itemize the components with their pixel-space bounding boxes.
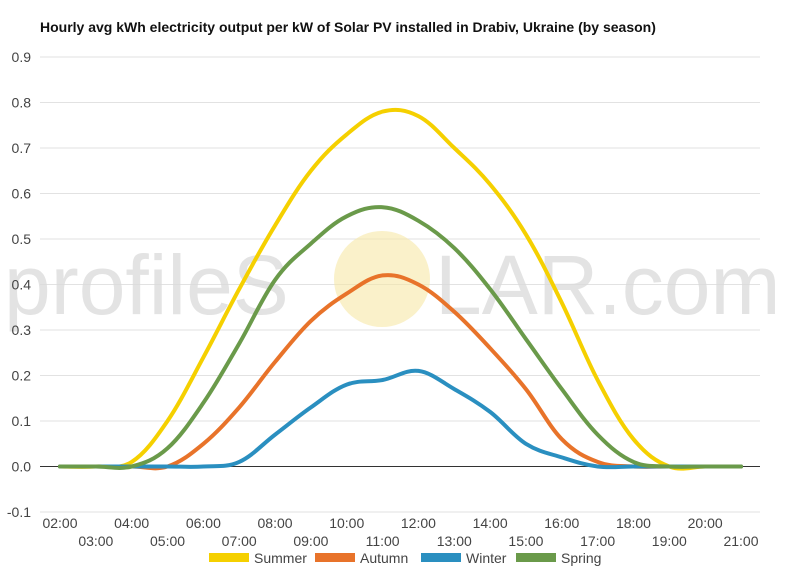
x-tick-label: 17:00 xyxy=(580,533,615,549)
series-line-winter xyxy=(58,368,743,470)
legend-label-autumn: Autumn xyxy=(360,550,408,566)
legend-swatch-autumn xyxy=(315,553,355,562)
x-tick-label: 18:00 xyxy=(616,515,651,531)
x-tick-label: 03:00 xyxy=(78,533,113,549)
x-tick-label: 20:00 xyxy=(688,515,723,531)
y-tick-label: 0.8 xyxy=(12,95,32,111)
legend-swatch-summer xyxy=(209,553,249,562)
x-tick-label: 09:00 xyxy=(293,533,328,549)
x-tick-label: 12:00 xyxy=(401,515,436,531)
y-tick-label: 0.9 xyxy=(12,49,32,65)
x-tick-label: 14:00 xyxy=(473,515,508,531)
legend-label-spring: Spring xyxy=(561,550,601,566)
x-tick-label: 10:00 xyxy=(329,515,364,531)
x-axis-ticks: 02:00 04:00 06:00 08:00 10:00 12:00 14:00 16:00… xyxy=(42,515,758,549)
x-tick-label: 06:00 xyxy=(186,515,221,531)
watermark-sun-icon xyxy=(334,231,430,327)
x-tick-label: 07:00 xyxy=(222,533,257,549)
x-tick-label: 19:00 xyxy=(652,533,687,549)
chart-title: Hourly avg kWh electricity output per kW… xyxy=(40,19,656,35)
series-line-summer xyxy=(58,107,743,471)
x-tick-label: 04:00 xyxy=(114,515,149,531)
y-tick-label: 0.3 xyxy=(12,322,32,338)
y-tick-label: -0.1 xyxy=(7,504,31,520)
x-tick-label: 21:00 xyxy=(723,533,758,549)
y-tick-label: 0.6 xyxy=(12,186,32,202)
x-tick-label: 11:00 xyxy=(366,533,400,549)
x-tick-label: 15:00 xyxy=(508,533,543,549)
watermark: profileS LAR.com xyxy=(4,231,780,332)
x-tick-label: 16:00 xyxy=(544,515,579,531)
series-layer xyxy=(58,107,743,471)
legend-swatch-winter xyxy=(421,553,461,562)
watermark-text-right: LAR.com xyxy=(435,238,780,332)
y-tick-label: 0.1 xyxy=(12,413,32,429)
legend: Summer Autumn Winter Spring xyxy=(209,550,601,566)
x-tick-label: 02:00 xyxy=(42,515,77,531)
x-tick-label: 05:00 xyxy=(150,533,185,549)
legend-label-winter: Winter xyxy=(466,550,507,566)
legend-swatch-spring xyxy=(516,553,556,562)
y-tick-label: 0.4 xyxy=(12,277,32,293)
y-tick-label: 0.0 xyxy=(12,459,32,475)
y-tick-label: 0.5 xyxy=(12,231,32,247)
y-tick-label: 0.2 xyxy=(12,368,32,384)
watermark-text-left: profileS xyxy=(4,238,289,332)
legend-label-summer: Summer xyxy=(254,550,307,566)
series-line-spring xyxy=(58,205,743,470)
x-tick-label: 13:00 xyxy=(437,533,472,549)
y-tick-label: 0.7 xyxy=(12,140,32,156)
x-tick-label: 08:00 xyxy=(258,515,293,531)
y-axis-ticks: -0.1 0.0 0.1 0.2 0.3 0.4 0.5 0.6 0.7 0.8 0.9 xyxy=(7,49,31,520)
